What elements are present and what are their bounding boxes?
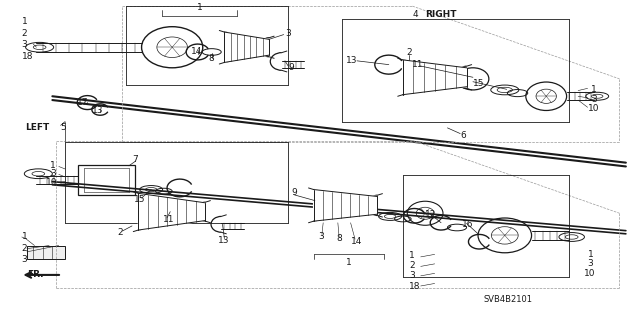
Text: 3: 3: [409, 271, 415, 280]
Text: 12: 12: [425, 210, 436, 219]
Text: 18: 18: [409, 282, 420, 291]
Text: 10: 10: [584, 270, 596, 278]
Text: 11: 11: [163, 215, 175, 224]
Text: 2: 2: [406, 48, 412, 57]
Text: 2: 2: [22, 243, 28, 253]
Polygon shape: [314, 189, 378, 221]
Text: 10: 10: [46, 178, 58, 187]
Text: 3: 3: [285, 28, 291, 38]
Text: 2: 2: [22, 28, 28, 38]
Text: 11: 11: [412, 60, 424, 69]
Text: 1: 1: [197, 3, 203, 12]
Text: 1: 1: [22, 233, 28, 241]
Text: 17: 17: [77, 98, 88, 107]
Text: RIGHT: RIGHT: [425, 10, 457, 19]
Text: 1: 1: [409, 251, 415, 260]
Text: 15: 15: [473, 79, 484, 88]
Text: 18: 18: [22, 52, 33, 61]
Text: 9: 9: [288, 63, 294, 72]
Text: 15: 15: [134, 195, 145, 204]
Text: 13: 13: [218, 236, 230, 245]
Text: LEFT: LEFT: [26, 123, 50, 132]
Text: 3: 3: [591, 95, 596, 104]
Text: 13: 13: [346, 56, 357, 65]
Text: 1: 1: [346, 258, 351, 267]
Bar: [27, 246, 65, 259]
Text: 3: 3: [588, 259, 593, 268]
Text: SVB4B2101: SVB4B2101: [484, 295, 532, 304]
Text: 14: 14: [351, 237, 362, 246]
Text: 16: 16: [461, 220, 473, 229]
Text: 8: 8: [336, 234, 342, 243]
Polygon shape: [138, 193, 205, 230]
Text: 2: 2: [409, 261, 415, 270]
Text: FR.: FR.: [27, 271, 44, 279]
Text: 3: 3: [318, 232, 324, 241]
Polygon shape: [225, 32, 269, 63]
Text: 1: 1: [50, 161, 56, 170]
Text: 7: 7: [132, 155, 138, 164]
Text: 13: 13: [92, 106, 104, 115]
Text: 1: 1: [22, 18, 28, 26]
Text: 14: 14: [191, 47, 203, 56]
Text: 10: 10: [588, 104, 599, 113]
Text: 3: 3: [22, 255, 28, 263]
Text: 1: 1: [591, 85, 596, 94]
Text: 9: 9: [291, 188, 297, 197]
Polygon shape: [403, 60, 467, 95]
Text: 3: 3: [22, 40, 28, 48]
Text: 4: 4: [412, 10, 418, 19]
Text: 5: 5: [61, 123, 67, 132]
Text: 8: 8: [209, 54, 214, 63]
Text: 3: 3: [50, 169, 56, 178]
Bar: [78, 165, 135, 195]
Text: 2: 2: [117, 228, 123, 237]
Text: 6: 6: [460, 131, 466, 140]
Text: 1: 1: [588, 250, 593, 259]
